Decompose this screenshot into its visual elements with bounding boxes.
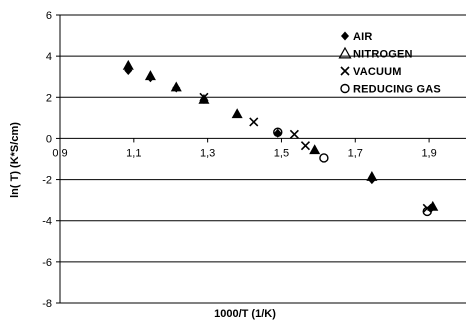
data-point-nitrogen [231, 108, 243, 119]
data-points [122, 59, 439, 217]
x-tick-label: 1,3 [200, 147, 215, 159]
x-tick-label: 1,7 [348, 147, 363, 159]
data-point-vacuum [289, 129, 299, 139]
legend-label-vacuum: VACUUM [353, 66, 402, 78]
data-point-vacuum [422, 203, 432, 213]
data-point-vacuum [300, 141, 311, 151]
legend-label-nitrogen: NITROGEN [353, 49, 413, 61]
data-point-reducing-gas [273, 127, 283, 137]
y-tick-label: 0 [46, 133, 52, 145]
data-point-nitrogen [170, 81, 182, 92]
axes [56, 14, 466, 304]
data-point-nitrogen [366, 170, 378, 181]
legend-marker-air [341, 31, 349, 41]
legend-marker-nitrogen [338, 46, 352, 59]
tick-labels: -8 -6 -4 -2 0 2 4 6 0,9 1,1 1,3 1,5 1,7 1,9 [42, 10, 437, 310]
x-tick-label: 1,5 [274, 147, 289, 159]
x-axis-title: 1000/T (1/K) [214, 308, 276, 320]
data-point-nitrogen [144, 70, 156, 81]
gridlines [60, 14, 466, 304]
data-point-vacuum [199, 92, 209, 102]
x-tick-label: 0,9 [52, 147, 67, 159]
data-point-nitrogen [309, 144, 321, 155]
data-point-reducing-gas [319, 153, 329, 163]
x-tick-label: 1,9 [421, 147, 436, 159]
y-tick-label: -2 [42, 175, 52, 187]
data-point-nitrogen [198, 93, 210, 104]
data-point-reducing-gas [422, 206, 432, 217]
x-tick-label: 1,1 [126, 147, 141, 159]
y-axis-title: ln( T) (K*S/cm) [9, 122, 21, 198]
y-tick-label: -8 [42, 298, 52, 310]
legend-label-reducing-gas: REDUCING GAS [353, 84, 441, 96]
y-tick-label: -4 [42, 216, 52, 228]
y-tick-label: 6 [46, 10, 52, 22]
legend: AIR NITROGEN VACUUM REDUCING GAS [338, 31, 441, 96]
legend-marker-vacuum [340, 66, 350, 76]
y-tick-label: 4 [46, 51, 52, 63]
legend-label-air: AIR [353, 31, 373, 43]
data-point-vacuum [249, 117, 259, 127]
data-point-nitrogen [122, 59, 134, 70]
y-tick-label: -6 [42, 257, 52, 269]
y-tick-label: 2 [46, 92, 52, 104]
legend-marker-reducing-gas [340, 83, 350, 94]
